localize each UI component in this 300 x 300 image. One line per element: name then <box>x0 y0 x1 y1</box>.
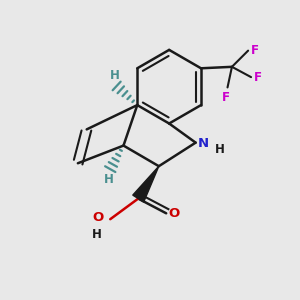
Text: N: N <box>198 137 209 150</box>
Text: H: H <box>92 228 102 241</box>
Text: H: H <box>110 69 120 82</box>
Polygon shape <box>133 166 159 202</box>
Text: O: O <box>169 207 180 220</box>
Text: H: H <box>215 142 225 156</box>
Text: F: F <box>250 44 259 57</box>
Text: H: H <box>104 173 114 186</box>
Text: F: F <box>222 91 230 104</box>
Text: F: F <box>254 70 262 84</box>
Text: O: O <box>92 211 103 224</box>
